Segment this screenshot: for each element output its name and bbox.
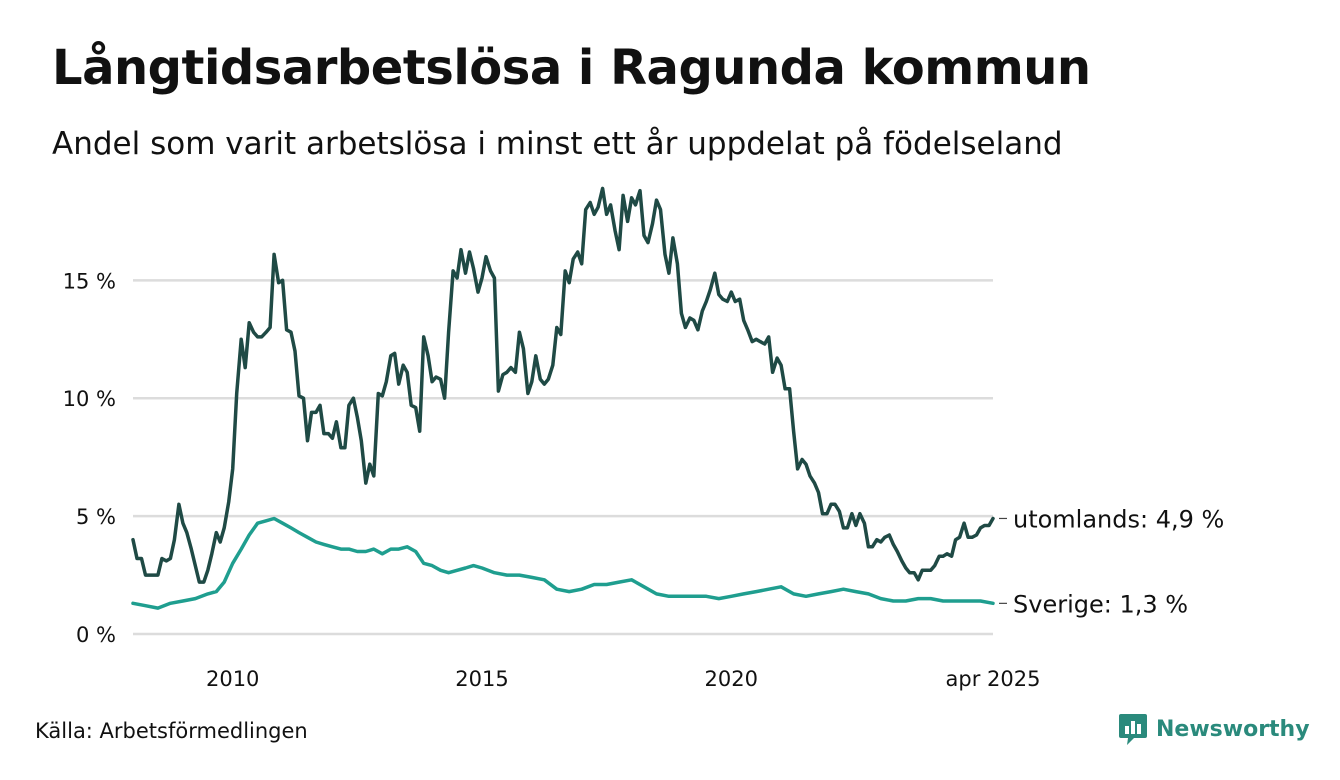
chart-subtitle: Andel som varit arbetslösa i minst ett å…: [52, 126, 1063, 162]
y-tick-label: 0 %: [76, 623, 116, 647]
y-tick-label: 15 %: [63, 269, 116, 293]
newsworthy-logo-icon: [1119, 714, 1147, 745]
y-axis-ticks: 0 % 5 % 10 % 15 %: [63, 269, 116, 647]
series-line-utomlands: [131, 186, 995, 584]
end-label-utomlands: utomlands: 4,9 %: [1013, 505, 1224, 533]
y-tick-label: 10 %: [63, 387, 116, 411]
end-labels: utomlands: 4,9 % Sverige: 1,3 %: [999, 505, 1224, 618]
x-tick-label: 2020: [705, 667, 758, 691]
x-tick-label: 2010: [206, 667, 259, 691]
y-tick-label: 5 %: [76, 505, 116, 529]
brand-logo: Newsworthy: [1118, 712, 1310, 746]
series-line-sverige: [131, 516, 995, 610]
grid-lines: [133, 279, 993, 636]
end-label-sverige: Sverige: 1,3 %: [1013, 590, 1188, 618]
brand-name: Newsworthy: [1156, 716, 1310, 742]
source-note: Källa: Arbetsförmedlingen: [35, 719, 308, 743]
x-tick-label: apr 2025: [946, 667, 1041, 691]
chart-title: Långtidsarbetslösa i Ragunda kommun: [52, 40, 1091, 96]
x-tick-label: 2015: [455, 667, 508, 691]
x-axis-ticks: 2010 2015 2020 apr 2025: [206, 667, 1040, 691]
series-lines: [131, 186, 995, 610]
